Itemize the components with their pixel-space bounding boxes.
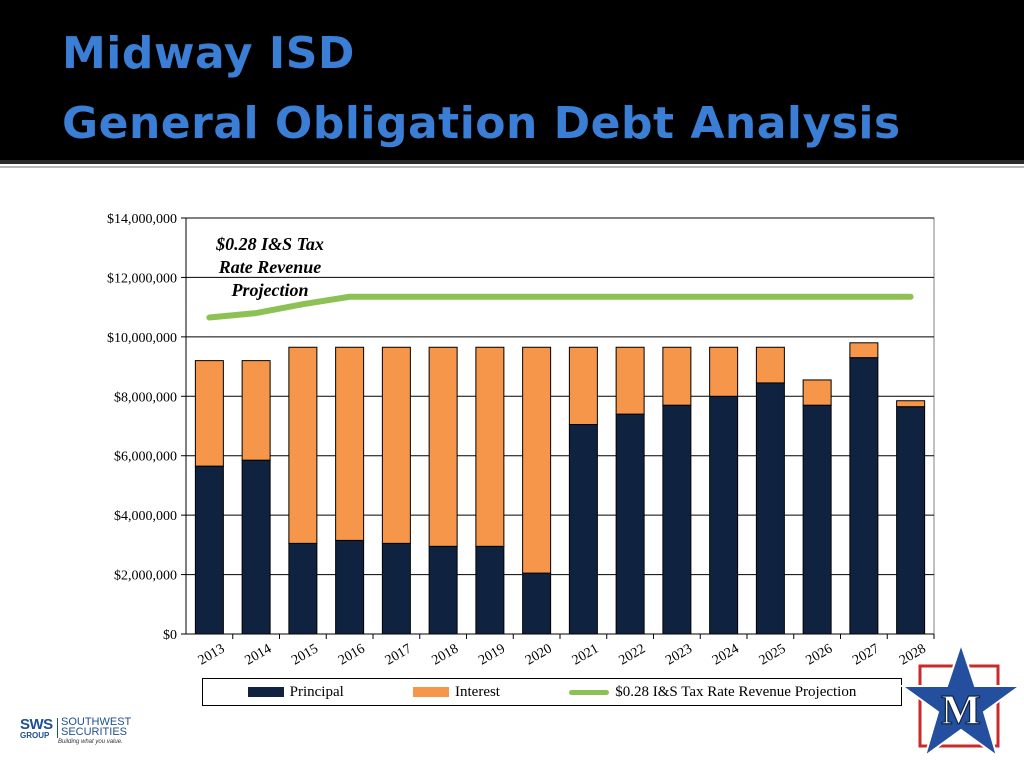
logo-company-name: SOUTHWEST SECURITIES	[61, 716, 132, 738]
bar-interest	[241, 360, 271, 461]
debt-chart: $0 $2,000,000 $4,000,000 $6,000,000 $8,000,0…	[107, 212, 935, 668]
bar-interest	[755, 346, 785, 384]
legend-label-interest: Interest	[455, 683, 500, 700]
title-divider	[0, 160, 1024, 164]
bar-interest	[522, 346, 552, 574]
bar-interest	[802, 379, 832, 406]
chart-legend: Principal Interest $0.28 I&S Tax Rate Re…	[202, 678, 902, 706]
bar-principal	[896, 406, 926, 635]
x-tick-label: 2018	[430, 641, 462, 668]
x-tick-label: 2016	[336, 641, 368, 668]
y-tick-label: $0	[163, 628, 177, 643]
x-tick-label: 2015	[289, 641, 321, 668]
bar-principal	[194, 465, 224, 635]
bar-principal	[522, 572, 552, 635]
legend-item-projection: $0.28 I&S Tax Rate Revenue Projection	[569, 684, 856, 701]
x-tick-label: 2021	[570, 641, 602, 668]
mascot-star-logo: M	[900, 642, 1022, 759]
logo-tagline: Building what you value.	[58, 739, 123, 745]
y-tick-label: $12,000,000	[107, 271, 177, 286]
bar-principal	[568, 424, 598, 635]
bar-interest	[849, 342, 879, 359]
x-tick-label: 2023	[663, 641, 695, 668]
title-band: Midway ISD General Obligation Debt Analy…	[0, 0, 1024, 160]
x-tick-label: 2026	[804, 641, 836, 668]
legend-swatch-projection	[569, 689, 610, 695]
mascot-letter: M	[941, 688, 981, 734]
x-tick-label: 2025	[757, 641, 789, 668]
slide-title-line-1: Midway ISD	[62, 28, 355, 79]
bar-interest	[709, 346, 739, 397]
bar-principal	[475, 545, 505, 635]
bar-interest	[568, 346, 598, 426]
logo-primary-text: SWS	[20, 716, 53, 733]
bar-principal	[802, 404, 832, 635]
legend-item-principal: Principal	[247, 683, 344, 701]
x-tick-label: 2024	[710, 641, 742, 668]
bar-principal	[615, 413, 645, 635]
bar-interest	[475, 346, 505, 547]
title-divider-light	[0, 166, 1024, 168]
logo-secondary-text: GROUP	[20, 731, 50, 740]
bar-interest	[662, 346, 692, 406]
bar-principal	[288, 542, 318, 635]
legend-swatch-interest	[413, 687, 449, 697]
bar-principal	[428, 545, 458, 635]
y-tick-label: $2,000,000	[114, 569, 177, 584]
y-tick-label: $6,000,000	[114, 450, 177, 465]
sws-group-logo: SWS GROUP SOUTHWEST SECURITIES Building …	[20, 716, 150, 750]
slide-title-line-2: General Obligation Debt Analysis	[62, 98, 901, 149]
projection-annotation: $0.28 I&S Tax	[215, 234, 324, 254]
bar-principal	[381, 542, 411, 635]
bar-principal	[755, 382, 785, 635]
x-tick-label: 2019	[476, 641, 508, 668]
bar-principal	[849, 357, 879, 635]
bar-interest	[896, 400, 926, 408]
y-tick-label: $4,000,000	[114, 509, 177, 524]
bar-interest	[381, 346, 411, 544]
bar-principal	[709, 395, 739, 635]
bar-interest	[428, 346, 458, 547]
bar-interest	[288, 346, 318, 544]
bar-principal	[241, 459, 271, 635]
projection-annotation: Projection	[231, 280, 309, 300]
legend-item-interest: Interest	[413, 684, 500, 701]
bar-interest	[335, 346, 365, 541]
x-tick-label: 2017	[383, 641, 415, 668]
bar-principal	[335, 539, 365, 635]
x-tick-label: 2013	[196, 641, 228, 668]
legend-label-projection: $0.28 I&S Tax Rate Revenue Projection	[615, 683, 857, 700]
bar-interest	[194, 360, 224, 467]
x-tick-label: 2014	[243, 641, 275, 668]
projection-annotation: Rate Revenue	[218, 257, 321, 277]
x-tick-label: 2020	[523, 641, 555, 668]
legend-label-principal: Principal	[289, 683, 344, 700]
x-tick-label: 2027	[850, 641, 882, 668]
logo-divider	[57, 718, 58, 738]
star-icon	[900, 642, 1022, 759]
bar-principal	[662, 404, 692, 635]
bar-interest	[615, 346, 645, 415]
y-tick-label: $10,000,000	[107, 331, 177, 346]
legend-swatch-principal	[247, 687, 284, 697]
y-tick-label: $14,000,000	[107, 212, 177, 227]
x-tick-label: 2022	[617, 641, 649, 668]
projection-line	[206, 293, 914, 321]
y-tick-label: $8,000,000	[114, 390, 177, 405]
